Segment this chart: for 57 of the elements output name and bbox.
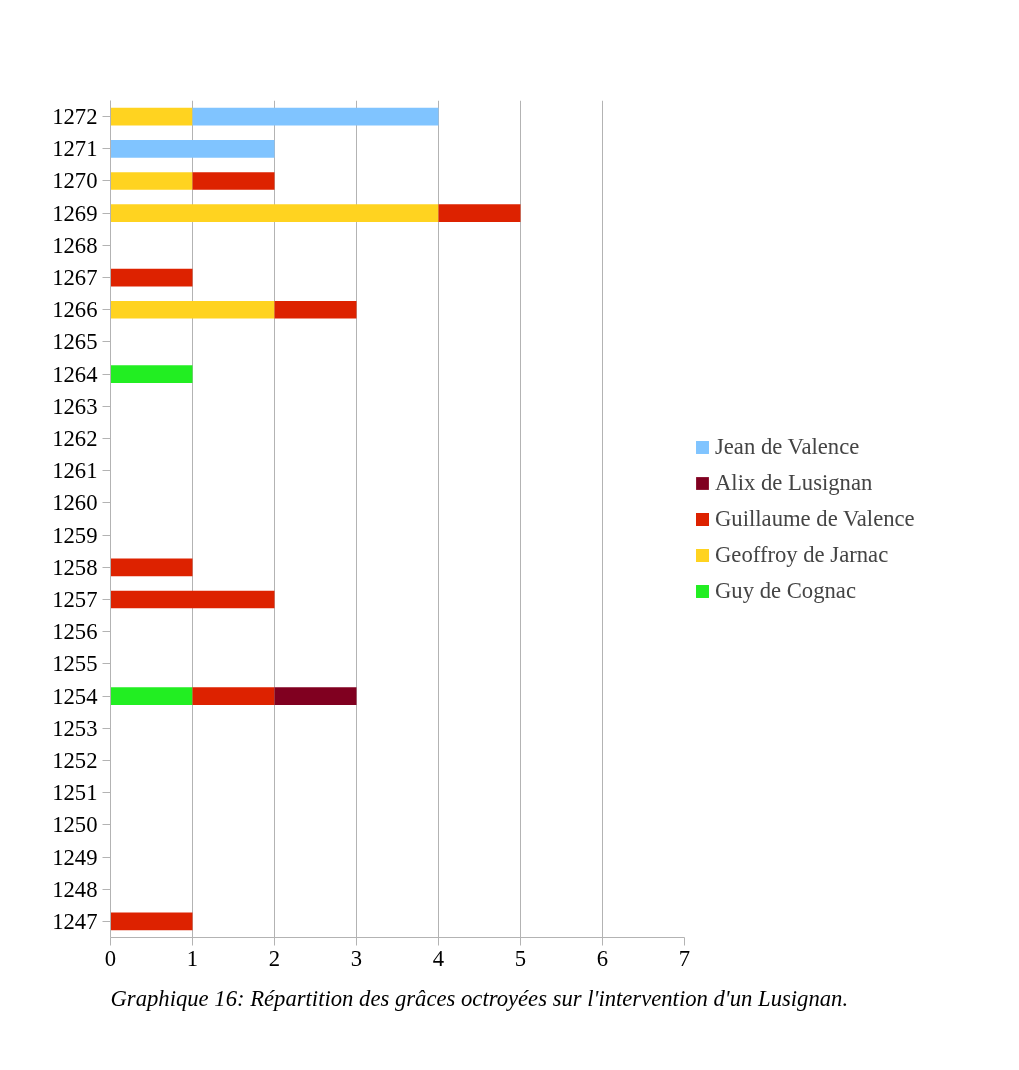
y-tick-label: 1260	[52, 490, 98, 516]
bar	[274, 300, 357, 319]
y-tick-label: 1251	[52, 780, 98, 806]
bar	[192, 107, 439, 126]
bar	[110, 912, 193, 931]
bar	[110, 107, 193, 126]
y-tick-label: 1250	[52, 812, 98, 838]
x-tick-label: 5	[514, 945, 527, 971]
y-tick-label: 1264	[52, 361, 98, 387]
y-tick-label: 1247	[52, 908, 98, 934]
y-tick-label: 1249	[52, 844, 98, 870]
x-tick-label: 1	[186, 945, 199, 971]
y-tick-label: 1270	[52, 168, 98, 194]
y-tick-label: 1252	[52, 747, 98, 773]
x-tick-label: 6	[596, 945, 609, 971]
bar	[110, 172, 193, 190]
bar	[110, 590, 275, 609]
legend-label: Geoffroy de Jarnac	[715, 541, 889, 568]
bar	[438, 204, 521, 223]
y-tick-label: 1272	[52, 104, 98, 130]
bar	[110, 300, 275, 319]
x-tick-label: 2	[268, 945, 281, 971]
y-tick-label: 1253	[52, 715, 98, 741]
y-tick-label: 1269	[52, 200, 98, 226]
legend-label: Jean de Valence	[715, 433, 860, 460]
bar	[110, 139, 275, 158]
legend-label: Guy de Cognac	[715, 577, 856, 604]
y-tick-label: 1261	[52, 458, 98, 484]
bar	[110, 204, 439, 223]
y-tick-label: 1256	[52, 619, 98, 645]
x-tick-label: 4	[432, 945, 445, 971]
y-tick-label: 1248	[52, 876, 98, 902]
y-tick-label: 1268	[52, 232, 98, 258]
bar	[110, 687, 193, 705]
legend-label: Alix de Lusignan	[715, 469, 873, 496]
legend-label: Guillaume de Valence	[715, 505, 915, 532]
bar	[110, 365, 193, 383]
y-tick-label: 1267	[52, 265, 98, 291]
bar	[192, 172, 275, 190]
text: Graphique 16: Répartition des grâces octroyées sur l'intervention d'un Lusignan.	[110, 985, 849, 1011]
bar	[110, 558, 193, 577]
x-tick-label: 7	[678, 945, 691, 971]
bar	[274, 687, 357, 705]
x-tick-label: 3	[350, 945, 363, 971]
y-tick-label: 1257	[52, 586, 98, 612]
y-tick-label: 1262	[52, 426, 98, 452]
y-tick-label: 1254	[52, 683, 98, 709]
y-tick-label: 1265	[52, 329, 98, 355]
y-tick-label: 1255	[52, 651, 98, 677]
y-tick-label: 1266	[52, 297, 98, 323]
bar	[192, 687, 275, 705]
bar	[110, 268, 193, 287]
y-tick-label: 1258	[52, 554, 98, 580]
x-tick-label: 0	[104, 945, 117, 971]
y-tick-label: 1271	[52, 136, 98, 162]
y-tick-label: 1259	[52, 522, 98, 548]
y-tick-label: 1263	[52, 393, 98, 419]
